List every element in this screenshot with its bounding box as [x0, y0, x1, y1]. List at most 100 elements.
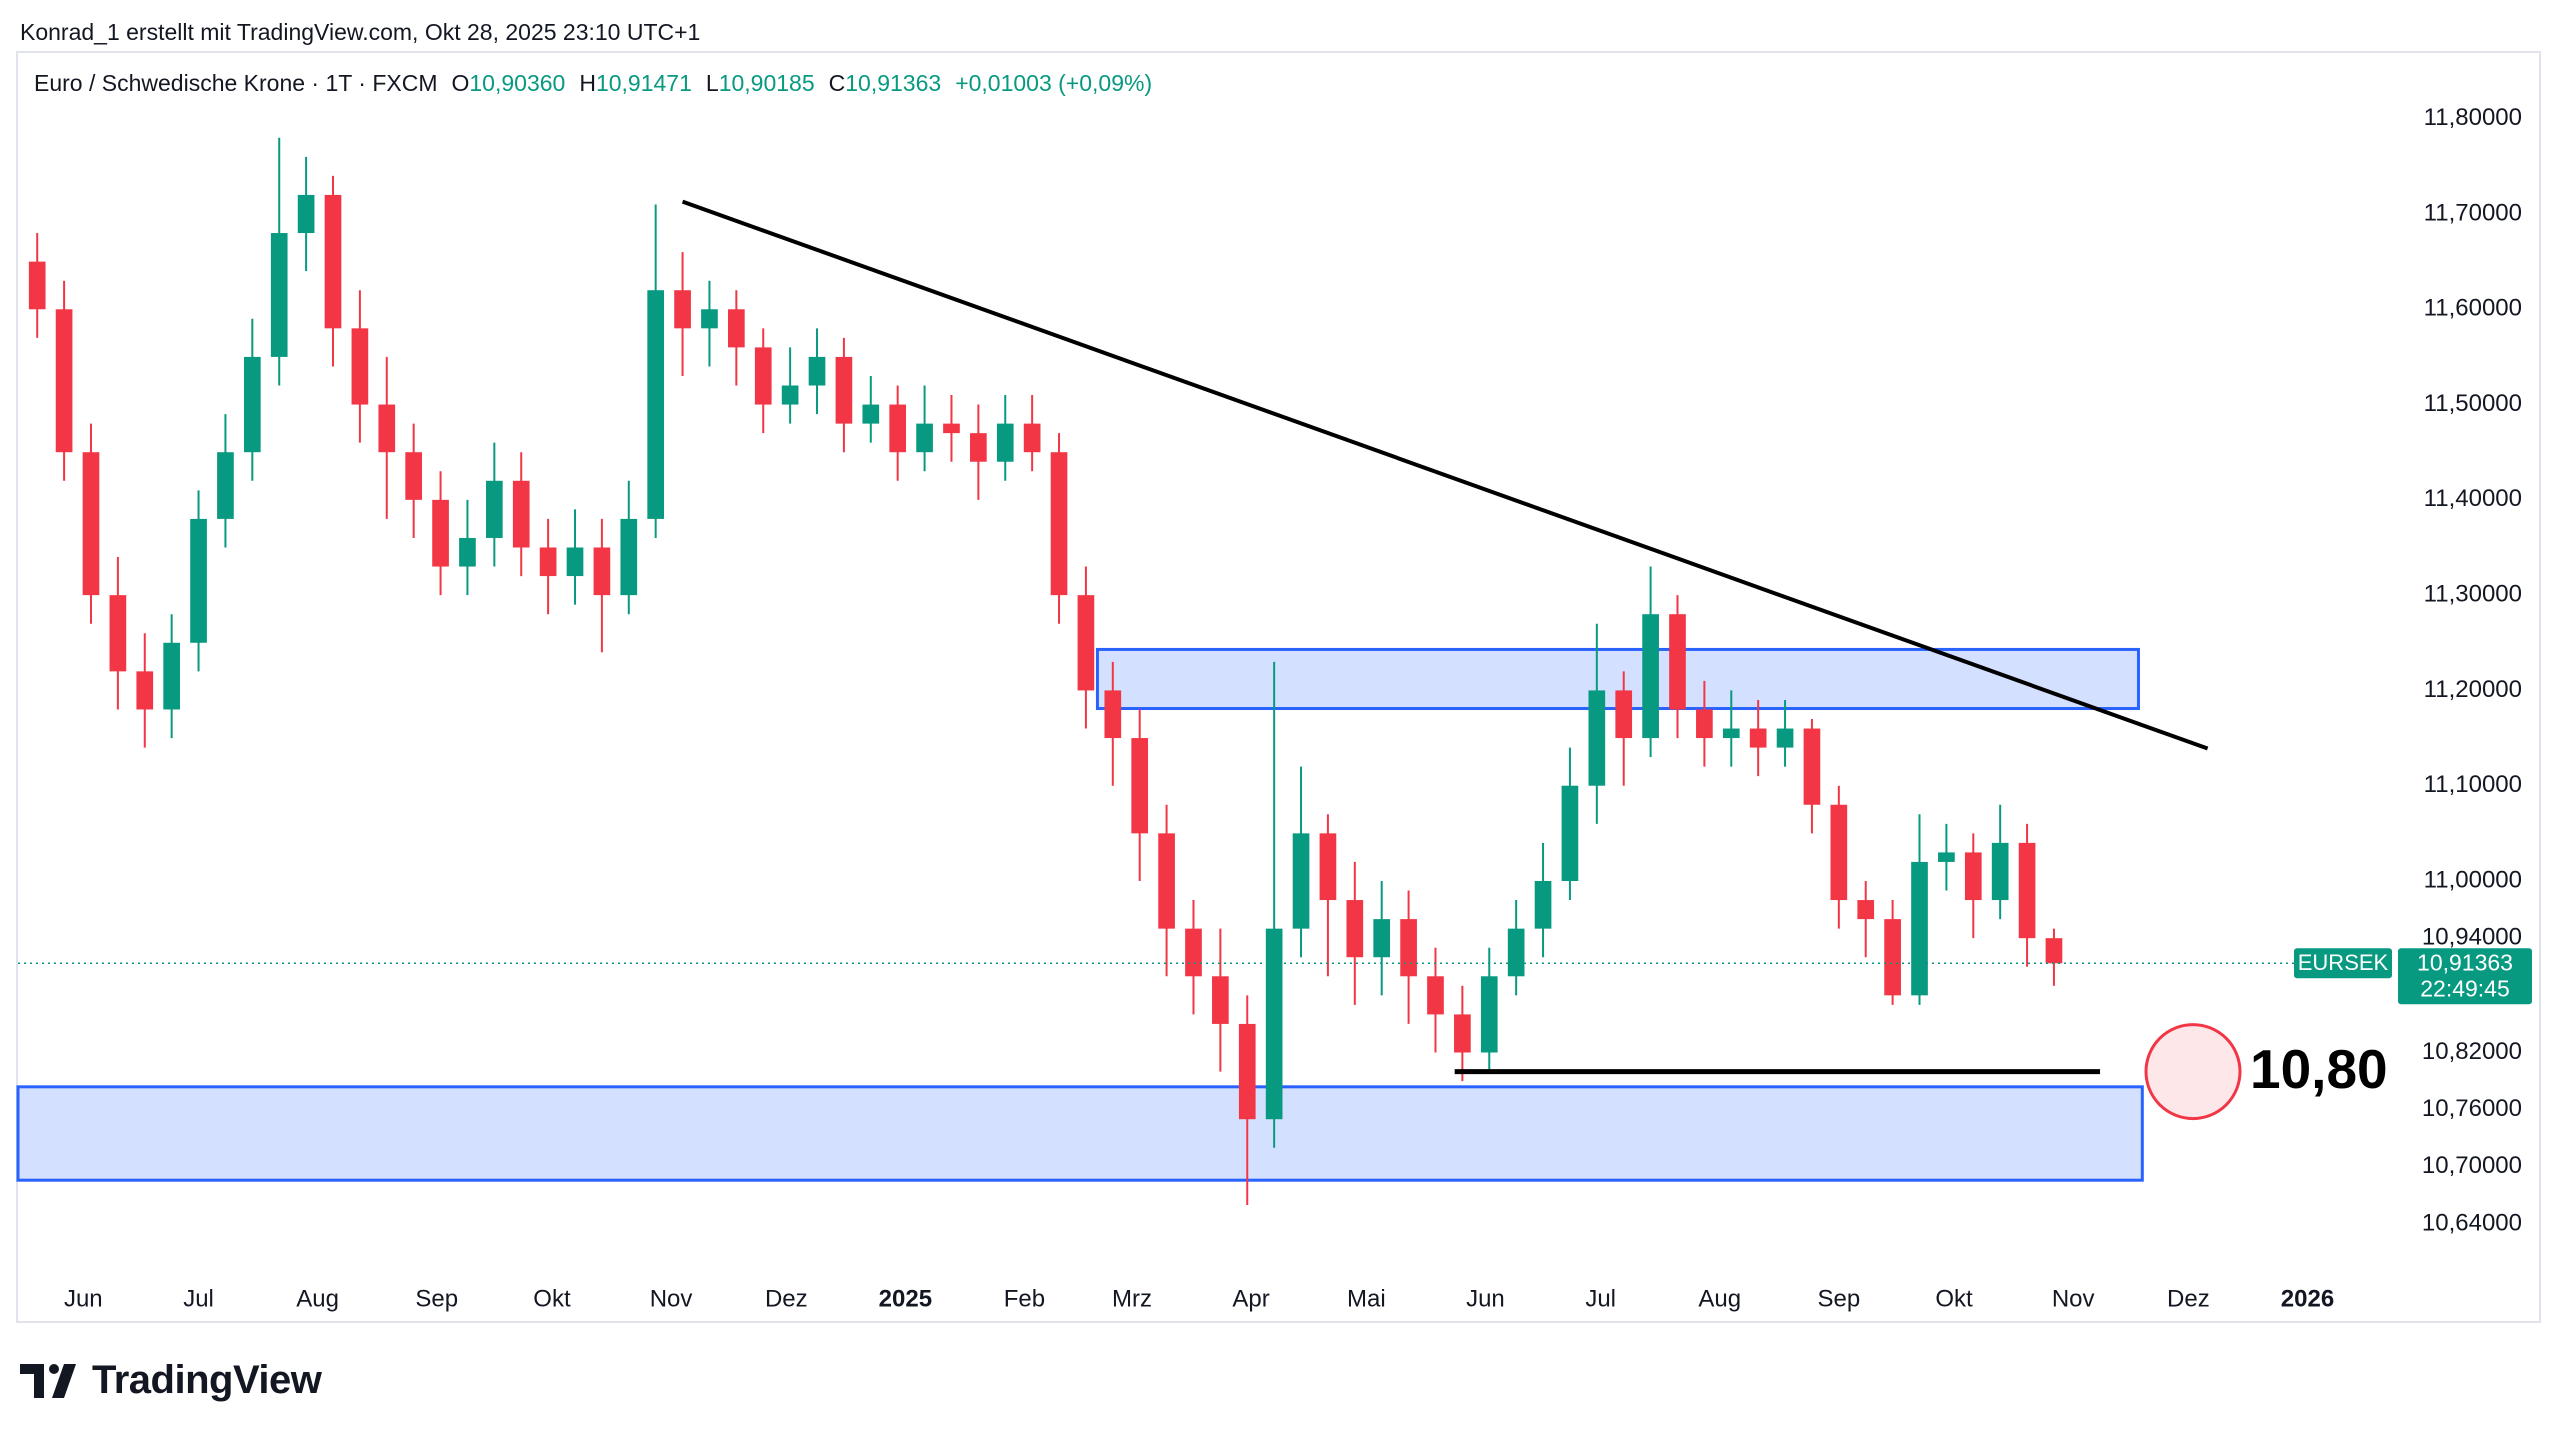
candle-body	[943, 423, 960, 434]
candle-body	[1911, 861, 1928, 996]
candle-body	[889, 404, 907, 453]
x-tick-label: Nov	[650, 1285, 693, 1312]
candle-body	[136, 671, 154, 710]
candle-body	[647, 290, 665, 519]
candle-body	[1776, 728, 1794, 748]
y-tick-label: 11,00000	[2424, 866, 2522, 893]
candle-body	[1400, 919, 1417, 977]
ohlc-value: 10,90185	[718, 70, 815, 96]
ohlc-key: L	[705, 70, 719, 96]
x-tick-label: Dez	[765, 1285, 808, 1312]
y-tick-label: 11,10000	[2424, 771, 2522, 798]
candle-body	[835, 356, 853, 424]
candle-body	[28, 261, 46, 310]
candle-body	[1991, 842, 2009, 901]
candle-body	[1642, 614, 1659, 739]
x-tick-label: Okt	[1935, 1285, 1973, 1312]
candle-body	[378, 404, 396, 453]
candle-body	[1077, 595, 1095, 691]
candle-body	[1212, 976, 1229, 1024]
x-tick-label: Okt	[533, 1285, 571, 1312]
ohlc-key: C	[828, 70, 846, 96]
brand-logo	[20, 1363, 76, 1398]
candle-body	[1238, 1023, 1256, 1120]
x-tick-label: Jul	[1585, 1285, 1616, 1312]
candle-body	[1803, 728, 1821, 805]
price-change: +0,01003 (+0,09%)	[955, 70, 1153, 96]
x-tick-label: Apr	[1232, 1285, 1269, 1312]
candle-body	[539, 547, 557, 577]
candle-body	[486, 480, 503, 538]
candle-body	[405, 452, 423, 500]
candle-body	[1050, 452, 1068, 596]
candle-body	[1480, 976, 1498, 1053]
candle-body	[1964, 852, 1982, 901]
candle-body	[1938, 852, 1955, 862]
countdown: 22:49:45	[2420, 975, 2510, 1001]
candle-body	[55, 309, 73, 453]
candle-body	[1185, 928, 1202, 977]
trendline	[681, 199, 2209, 751]
x-tick-label: Nov	[2052, 1285, 2095, 1312]
candle-body	[1131, 738, 1149, 834]
candle-body	[1669, 614, 1686, 710]
candle-body	[1561, 785, 1579, 881]
x-tick-label: 2025	[879, 1285, 932, 1312]
candle-body	[2045, 938, 2063, 964]
x-tick-label: 2026	[2281, 1285, 2334, 1312]
candle-body	[1588, 690, 1606, 786]
ohlc-key: O	[451, 70, 470, 96]
candle-body	[620, 518, 638, 596]
candle-body	[1104, 690, 1122, 739]
y-tick-label: 11,60000	[2424, 295, 2522, 322]
y-tick-label: 11,80000	[2424, 104, 2522, 131]
attribution: Konrad_1 erstellt mit TradingView.com, O…	[20, 19, 701, 45]
candle-body	[970, 433, 987, 462]
y-tick-label: 11,30000	[2424, 580, 2522, 607]
candle-body	[1857, 900, 1875, 920]
candle-body	[243, 356, 261, 453]
candle-body	[270, 233, 288, 357]
y-tick-label: 10,64000	[2422, 1209, 2522, 1236]
y-tick-label: 10,82000	[2422, 1038, 2522, 1065]
x-tick-label: Aug	[296, 1285, 339, 1312]
candle-body	[1696, 709, 1713, 739]
candle-body	[217, 452, 234, 519]
candle-body	[190, 518, 207, 643]
x-tick-label: Jun	[1466, 1285, 1505, 1312]
candle-body	[1346, 900, 1364, 958]
candle-body	[1722, 728, 1740, 739]
y-tick-label: 10,94000	[2422, 924, 2522, 951]
x-tick-label: Jul	[183, 1285, 214, 1312]
candle-body	[109, 595, 127, 672]
candle-body	[593, 547, 611, 596]
ohlc-value: 10,90360	[469, 70, 566, 96]
candle-body	[1615, 690, 1633, 739]
candle-body	[1534, 880, 1552, 929]
candle-body	[324, 194, 342, 329]
candle-body	[351, 328, 369, 405]
candle-body	[1884, 919, 1901, 996]
candle-body	[781, 385, 799, 405]
candle-body	[916, 423, 933, 453]
candle-body	[1427, 976, 1444, 1015]
candle-body	[701, 309, 718, 329]
y-tick-label: 10,76000	[2422, 1095, 2522, 1122]
candle-body	[1830, 804, 1848, 901]
candle-body	[1292, 833, 1310, 929]
y-tick-label: 11,70000	[2424, 199, 2522, 226]
chart-frame	[16, 51, 2541, 1323]
price-tag-text: 10,91363	[2417, 949, 2513, 975]
candle-body	[432, 499, 449, 567]
legend: Euro / Schwedische Krone · 1T · FXCM O 10…	[34, 70, 1152, 97]
candle-body	[1373, 919, 1391, 958]
candle-body	[1749, 728, 1767, 748]
drawings	[16, 647, 2144, 1182]
candle-body	[512, 480, 530, 548]
symbol-tag	[2294, 948, 2392, 979]
brand: TradingView	[20, 1358, 322, 1403]
ohlc-value: 10,91363	[845, 70, 942, 96]
candle-body	[163, 642, 180, 710]
